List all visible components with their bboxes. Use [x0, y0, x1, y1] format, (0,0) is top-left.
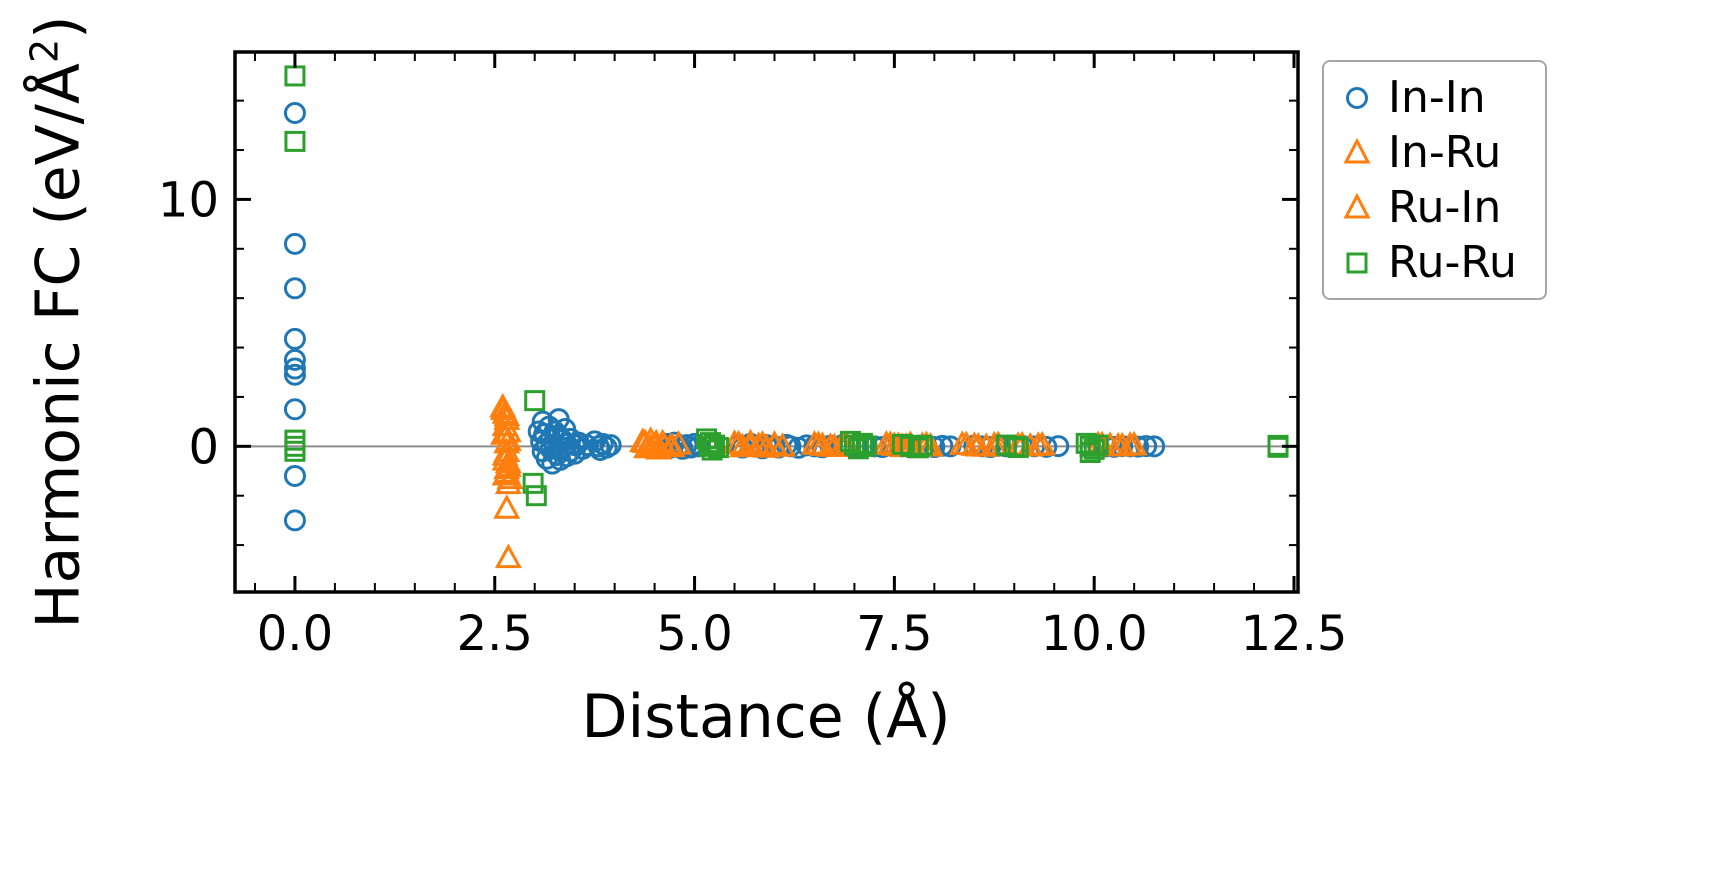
y-tick-label: 0 [188, 419, 219, 475]
y-axis-label-superscript: 2 [22, 38, 67, 64]
legend-label: In-In [1388, 72, 1486, 123]
data-point-triangle [752, 433, 781, 458]
data-point-triangle [494, 417, 522, 443]
legend-item-in-ru: In-Ru [1340, 125, 1517, 180]
legend-label: In-Ru [1388, 127, 1502, 178]
tick-labels: 0.0 2.5 5.0 7.5 10.0 12.5 0 10 [158, 172, 1348, 662]
x-tick-label: 5.0 [656, 606, 732, 662]
x-tick-label: 2.5 [457, 606, 533, 662]
legend: In-In In-Ru Ru-In Ru-Ru [1322, 60, 1547, 300]
data-point-circle [283, 101, 306, 124]
data-point-circle [283, 327, 306, 350]
data-point-square [704, 434, 726, 456]
data-point-circle [591, 432, 614, 455]
data-point-circle [283, 464, 306, 487]
y-tick-label: 10 [158, 172, 219, 228]
data-point-square [851, 432, 873, 454]
series-ru-ru [284, 65, 1289, 507]
legend-label: Ru-Ru [1388, 237, 1517, 288]
data-point-triangle [494, 469, 522, 495]
data-point-triangle [724, 429, 753, 455]
data-point-square [911, 434, 933, 456]
circle-marker-icon [1346, 86, 1368, 109]
x-tick-label: 0.0 [257, 606, 333, 662]
legend-item-ru-ru: Ru-Ru [1340, 235, 1517, 290]
x-tick-label: 10.0 [1041, 606, 1148, 662]
data-point-square [522, 472, 544, 494]
square-marker-icon [1346, 252, 1368, 273]
plot-border [233, 50, 1300, 594]
data-point-triangle [952, 430, 980, 456]
data-point-square [525, 485, 547, 507]
data-point-triangle [760, 431, 789, 456]
data-point-square [701, 439, 723, 461]
data-point-square [907, 437, 929, 459]
legend-item-in-in: In-In [1340, 70, 1517, 125]
data-point-triangle [1116, 430, 1144, 456]
x-tick-label: 7.5 [856, 606, 932, 662]
x-tick-label: 12.5 [1241, 606, 1348, 662]
data-point-triangle [980, 430, 1008, 456]
x-axis-label: Distance (Å) [581, 682, 950, 752]
data-point-square [284, 130, 306, 152]
y-axis-label-prefix: Harmonic FC (eV/Å [23, 63, 94, 629]
data-point-square [1079, 441, 1101, 463]
data-point-square [284, 65, 306, 87]
y-axis-label: Harmonic FC (eV/Å2) [23, 15, 94, 628]
legend-label: Ru-In [1388, 182, 1502, 233]
data-point-triangle [804, 430, 832, 455]
data-point-circle [283, 363, 306, 386]
data-point-triangle [665, 429, 693, 455]
data-point-square [524, 390, 546, 412]
data-point-square [708, 437, 730, 459]
legend-item-ru-in: Ru-In [1340, 180, 1517, 235]
series-in-ru [489, 392, 1148, 569]
triangle-marker-icon [1343, 192, 1371, 218]
series-in-in [283, 101, 1166, 532]
data-point-circle [283, 357, 306, 380]
data-point-circle [599, 434, 622, 457]
data-point-circle [283, 348, 306, 371]
data-point-square [284, 440, 306, 462]
data-point-triangle [493, 494, 521, 519]
triangle-marker-icon [1343, 137, 1371, 163]
x-axis-label-text: Distance (Å) [581, 682, 951, 752]
data-point-circle [283, 398, 306, 421]
data-point-circle [283, 232, 306, 255]
data-point-triangle [658, 432, 686, 458]
data-point-square [1083, 438, 1105, 460]
data-point-square [855, 435, 877, 457]
data-point-triangle [964, 431, 992, 457]
data-point-square [1007, 437, 1029, 459]
data-point-triangle [1024, 431, 1052, 456]
axis-ticks [235, 52, 1298, 592]
data-point-circle [1143, 435, 1166, 458]
data-point-triangle [494, 543, 522, 569]
data-point-circle [283, 509, 306, 532]
data-point-circle [283, 277, 306, 300]
y-axis-label-suffix: ) [23, 15, 94, 39]
